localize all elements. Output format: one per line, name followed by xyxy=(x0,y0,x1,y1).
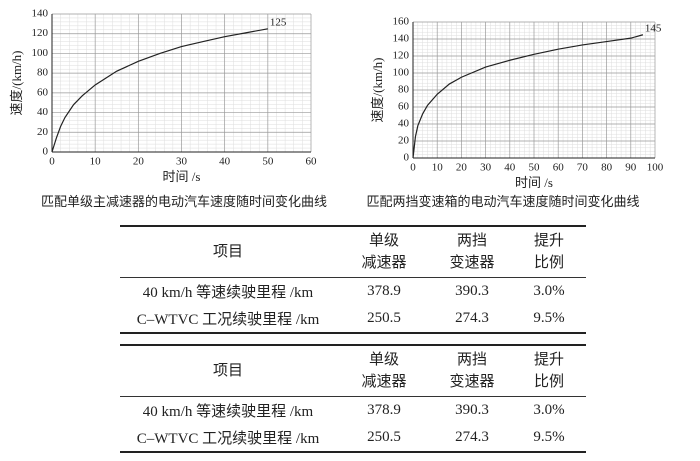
y-axis-label: 速度/(km/h) xyxy=(370,58,385,123)
y-tick-label: 120 xyxy=(32,27,49,39)
y-tick-label: 0 xyxy=(43,146,49,158)
header-cell: 提升 比例 xyxy=(512,345,586,397)
x-tick-label: 10 xyxy=(90,156,102,168)
x-tick-label: 80 xyxy=(601,162,613,174)
header-row: 项目 单级 减速器 两挡 变速器 提升 比例 xyxy=(120,226,586,278)
cell: 378.9 xyxy=(367,283,401,299)
x-tick-label: 20 xyxy=(133,156,145,168)
table: 项目 单级 减速器 两挡 变速器 提升 比例 40 km/h 等速续驶里程 /km 378.9 3… xyxy=(120,344,586,453)
header-cell: 两挡 变速器 xyxy=(432,345,512,397)
x-tick-label: 60 xyxy=(553,162,565,174)
header-text: 比例 xyxy=(533,374,564,390)
y-tick-label: 80 xyxy=(37,67,49,79)
header-row: 项目 单级 减速器 两挡 变速器 提升 比例 xyxy=(120,345,586,397)
header-text: 两挡 xyxy=(456,352,487,368)
y-tick-label: 20 xyxy=(398,135,410,147)
header-text: 两挡 xyxy=(456,233,487,249)
row: 40 km/h 等速续驶里程 /km 378.9 390.3 3.0% xyxy=(120,397,586,425)
cell: 250.5 xyxy=(367,429,401,445)
x-tick-label: 40 xyxy=(219,156,231,168)
header-text: 减速器 xyxy=(361,255,407,271)
y-tick-label: 160 xyxy=(393,16,410,28)
header-text: 比例 xyxy=(533,255,564,271)
header-cell: 两挡 变速器 xyxy=(432,226,512,278)
cell: 9.5% xyxy=(533,429,565,445)
y-tick-label: 20 xyxy=(37,126,49,138)
x-tick-label: 40 xyxy=(504,162,516,174)
cell: 390.3 xyxy=(455,283,489,299)
row: C–WTVC 工况续驶里程 /km 250.5 274.3 9.5% xyxy=(120,424,586,452)
row: 40 km/h 等速续驶里程 /km 378.9 390.3 3.0% xyxy=(120,278,586,306)
y-tick-label: 140 xyxy=(393,33,410,45)
x-tick-label: 100 xyxy=(647,162,664,174)
header-text: 项目 xyxy=(212,363,243,379)
y-tick-label: 140 xyxy=(32,8,49,20)
x-tick-label: 50 xyxy=(529,162,541,174)
header-text: 变速器 xyxy=(449,255,495,271)
x-tick-label: 60 xyxy=(306,156,318,168)
cell: 274.3 xyxy=(455,310,489,326)
x-tick-label: 20 xyxy=(456,162,468,174)
x-tick-label: 10 xyxy=(432,162,444,174)
data-label: 125 xyxy=(270,16,287,28)
header-cell: 提升 比例 xyxy=(512,226,586,278)
header-text: 变速器 xyxy=(449,374,495,390)
cell: 378.9 xyxy=(367,402,401,418)
y-tick-label: 0 xyxy=(404,152,410,164)
caption: 匹配两挡变速箱的电动汽车速度随时间变化曲线 xyxy=(366,194,639,209)
cell: 9.5% xyxy=(533,310,565,326)
x-tick-label: 30 xyxy=(176,156,188,168)
y-tick-label: 100 xyxy=(32,47,49,59)
header-cell: 项目 xyxy=(120,226,336,278)
x-tick-label: 0 xyxy=(410,162,416,174)
cell: 250.5 xyxy=(367,310,401,326)
y-tick-label: 100 xyxy=(393,67,410,79)
x-axis-label: 时间 /s xyxy=(515,175,553,190)
header-text: 单级 xyxy=(368,233,399,249)
header-cell: 项目 xyxy=(120,345,336,397)
x-tick-label: 70 xyxy=(577,162,589,174)
caption: 匹配单级主减速器的电动汽车速度随时间变化曲线 xyxy=(41,194,327,209)
y-tick-label: 60 xyxy=(37,86,49,98)
cell: C–WTVC 工况续驶里程 /km xyxy=(136,431,320,447)
cell: 40 km/h 等速续驶里程 /km xyxy=(142,285,314,301)
table: 项目 单级 减速器 两挡 变速器 提升 比例 40 km/h 等速续驶里程 /km 378.9 3… xyxy=(120,225,586,334)
y-axis-label: 速度/(km/h) xyxy=(9,51,24,116)
header-text: 提升 xyxy=(533,233,564,249)
y-tick-label: 60 xyxy=(398,101,410,113)
cell: 3.0% xyxy=(533,402,565,418)
header-cell: 单级 减速器 xyxy=(336,226,432,278)
cell: 390.3 xyxy=(455,402,489,418)
line xyxy=(412,34,644,159)
row: C–WTVC 工况续驶里程 /km 250.5 274.3 9.5% xyxy=(120,305,586,333)
header-text: 提升 xyxy=(533,352,564,368)
y-tick-label: 80 xyxy=(398,84,410,96)
header-cell: 单级 减速器 xyxy=(336,345,432,397)
cell: 40 km/h 等速续驶里程 /km xyxy=(142,404,314,420)
cell: 3.0% xyxy=(533,283,565,299)
y-tick-label: 120 xyxy=(393,50,410,62)
y-tick-label: 40 xyxy=(398,118,410,130)
y-tick-label: 40 xyxy=(37,106,49,118)
data-label: 145 xyxy=(645,22,662,34)
line xyxy=(51,28,268,153)
x-tick-label: 90 xyxy=(625,162,637,174)
x-tick-label: 50 xyxy=(262,156,274,168)
header-text: 单级 xyxy=(368,352,399,368)
x-tick-label: 0 xyxy=(49,156,55,168)
header-text: 减速器 xyxy=(361,374,407,390)
header-text: 项目 xyxy=(212,244,243,260)
cell: C–WTVC 工况续驶里程 /km xyxy=(136,312,320,328)
x-tick-label: 30 xyxy=(480,162,492,174)
x-axis-label: 时间 /s xyxy=(163,169,201,184)
cell: 274.3 xyxy=(455,429,489,445)
